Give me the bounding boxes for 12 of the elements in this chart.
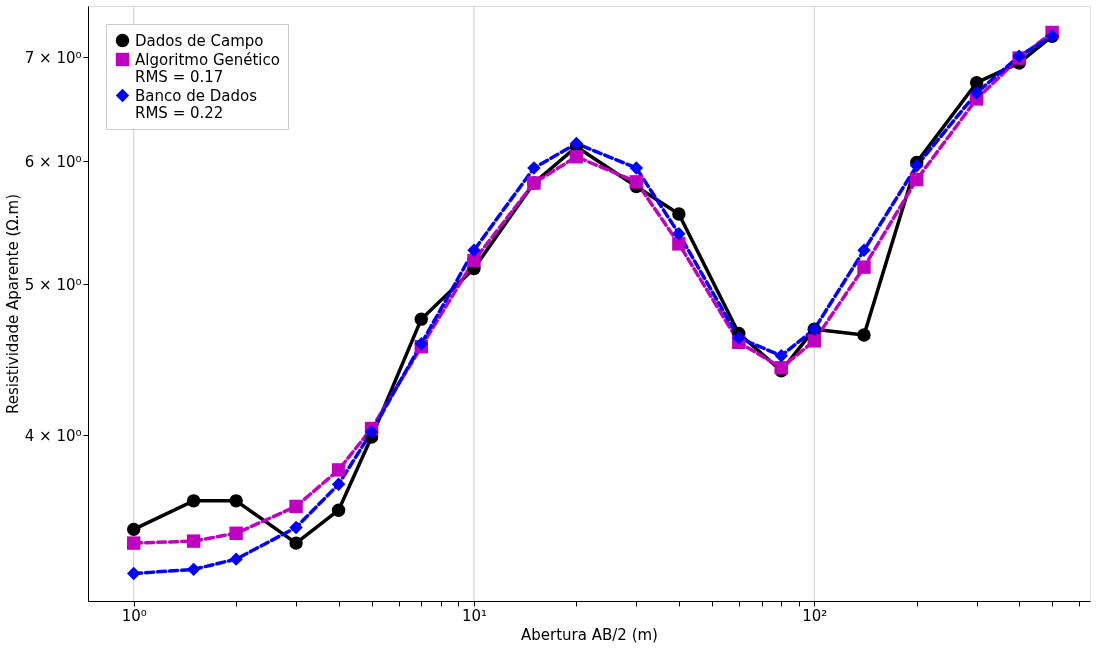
y-tick-label: 5 × 10⁰ [24, 275, 82, 294]
legend-label: Algoritmo Genético RMS = 0.17 [135, 50, 280, 86]
x-tick-label: 10⁰ [121, 606, 147, 625]
y-tick-label: 7 × 10⁰ [24, 48, 82, 67]
y-tick-label: 4 × 10⁰ [24, 426, 82, 445]
x-tick-label: 10¹ [461, 606, 488, 625]
legend-label: Banco de Dados RMS = 0.22 [135, 86, 258, 122]
y-tick-label: 6 × 10⁰ [24, 152, 82, 171]
x-axis-title: Abertura AB/2 (m) [521, 625, 658, 644]
x-tick-label: 10² [802, 606, 828, 625]
y-axis-title: Resistividade Aparente (Ω.m) [3, 193, 22, 415]
legend-label: Dados de Campo [135, 31, 264, 50]
